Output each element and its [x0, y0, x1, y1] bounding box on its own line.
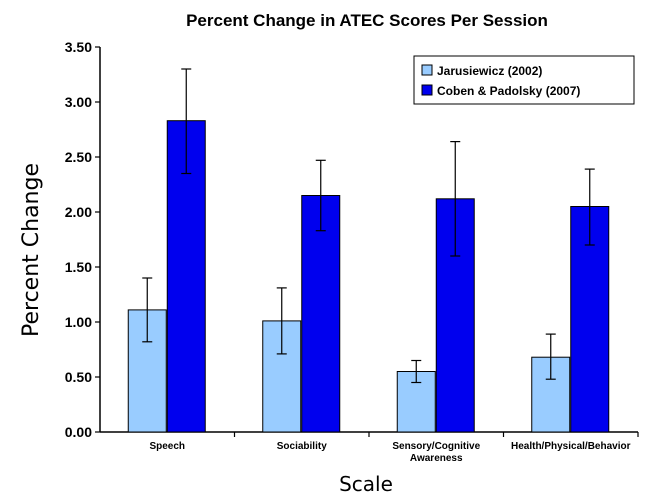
legend-box: [413, 55, 635, 105]
y-tick-label: 3.00: [65, 94, 92, 110]
y-tick-label: 1.50: [65, 259, 92, 275]
y-tick-label: 2.50: [65, 149, 92, 165]
y-tick-label: 2.00: [65, 204, 92, 220]
y-tick-label: 0.50: [65, 369, 92, 385]
bar: [301, 195, 341, 433]
legend-entry: Coben & Padolsky (2007): [437, 84, 580, 98]
x-axis-label: Scale: [339, 472, 393, 496]
chart-title: Percent Change in ATEC Scores Per Sessio…: [186, 11, 548, 30]
x-axis-ticks: Speech Sociability Sensory/CognitiveAwaren…: [149, 432, 639, 464]
chart-bars: [127, 120, 610, 433]
y-axis-ticks: 0.00 0.50 1.00 1.50 2.00 2.50 3.00 3.50: [65, 39, 100, 440]
legend-entry: Jarusiewicz (2002): [437, 64, 542, 78]
y-tick-label: 0.00: [65, 424, 92, 440]
legend-swatch: [421, 84, 433, 96]
legend-swatch: [421, 64, 433, 76]
x-tick-label: Health/Physical/Behavior: [511, 441, 631, 452]
y-axis-label: Percent Change: [19, 163, 44, 337]
x-tick-label: Speech: [149, 441, 185, 452]
y-tick-label: 1.00: [65, 314, 92, 330]
chart-legend: Jarusiewicz (2002) Coben & Padolsky (2007…: [413, 55, 635, 105]
x-tick-label: Sensory/Cognitive: [392, 441, 480, 452]
chart-error-bars: [142, 68, 595, 384]
x-tick-label: Awareness: [410, 453, 463, 464]
x-tick-label: Sociability: [277, 441, 327, 452]
y-tick-label: 3.50: [65, 39, 92, 55]
